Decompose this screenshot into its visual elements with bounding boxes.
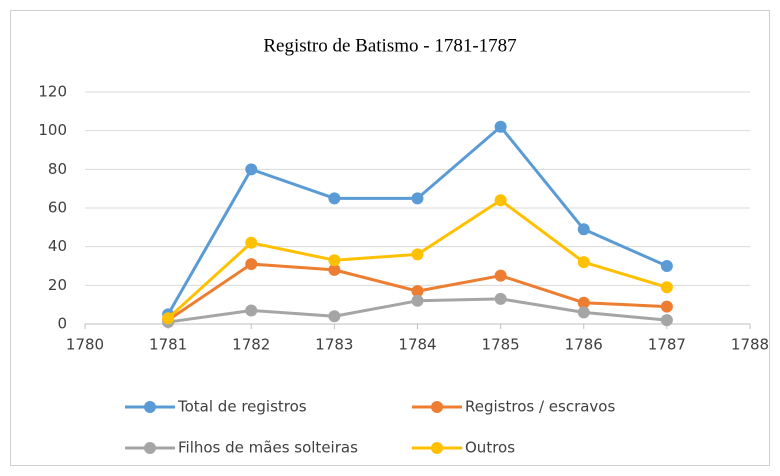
legend-marker xyxy=(144,442,156,454)
legend-label: Total de registros xyxy=(177,398,307,416)
x-tick-label: 1781 xyxy=(149,336,187,354)
data-point xyxy=(660,314,673,327)
y-tick-label: 80 xyxy=(48,160,67,178)
x-tick-label: 1787 xyxy=(648,336,686,354)
data-point xyxy=(328,310,341,323)
x-tick-label: 1788 xyxy=(731,336,769,354)
data-point xyxy=(577,296,590,309)
data-point xyxy=(328,263,341,276)
x-tick-label: 1784 xyxy=(398,336,436,354)
data-point xyxy=(577,306,590,319)
y-tick-label: 0 xyxy=(57,315,67,333)
legend-marker xyxy=(144,401,156,413)
x-tick-label: 1783 xyxy=(315,336,353,354)
chart-title: Registro de Batismo - 1781-1787 xyxy=(263,35,516,56)
legend-marker xyxy=(431,442,443,454)
data-point xyxy=(245,258,258,271)
data-point xyxy=(577,256,590,269)
data-point xyxy=(162,312,175,325)
data-point xyxy=(494,120,507,133)
data-point xyxy=(577,223,590,236)
data-point xyxy=(411,248,424,261)
data-point xyxy=(245,304,258,317)
y-tick-label: 120 xyxy=(38,83,67,101)
data-point xyxy=(494,269,507,282)
y-tick-label: 100 xyxy=(38,121,67,139)
data-point xyxy=(245,236,258,249)
data-point xyxy=(494,292,507,305)
data-point xyxy=(660,300,673,313)
y-tick-label: 40 xyxy=(48,237,67,255)
y-tick-label: 60 xyxy=(48,199,67,217)
chart-border xyxy=(10,10,770,466)
x-tick-label: 1782 xyxy=(232,336,270,354)
x-tick-label: 1785 xyxy=(482,336,520,354)
data-point xyxy=(494,194,507,207)
y-tick-label: 20 xyxy=(48,276,67,294)
legend-label: Registros / escravos xyxy=(465,398,615,416)
data-point xyxy=(411,285,424,298)
data-point xyxy=(328,192,341,205)
x-tick-label: 1780 xyxy=(66,336,104,354)
data-point xyxy=(660,260,673,272)
data-point xyxy=(411,192,424,205)
legend-label: Filhos de mães solteiras xyxy=(178,439,358,457)
legend-label: Outros xyxy=(465,439,515,457)
x-tick-label: 1786 xyxy=(565,336,603,354)
legend-marker xyxy=(431,401,443,413)
data-point xyxy=(245,163,258,176)
data-point xyxy=(660,281,673,294)
data-point xyxy=(328,254,341,267)
data-point xyxy=(411,294,424,307)
